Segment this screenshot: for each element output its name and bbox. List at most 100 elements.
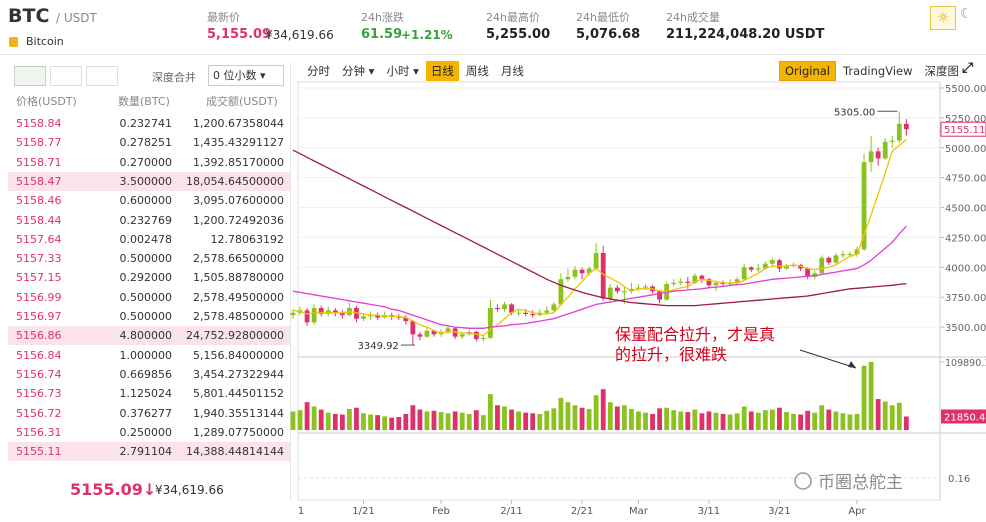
volume-bar (847, 414, 853, 430)
volume-bar (699, 413, 705, 430)
ma-line (292, 225, 907, 329)
volume-bar (410, 405, 416, 430)
interval-button[interactable]: 分钟 ▾ (342, 64, 375, 78)
volume-bar (389, 417, 395, 430)
view-both[interactable] (14, 66, 46, 86)
view-sell[interactable] (86, 66, 118, 86)
order-cell: 1,392.85170000 (193, 155, 284, 169)
candle-body (410, 321, 416, 335)
coin-name: Bitcoin (26, 35, 64, 48)
volume-bar (459, 412, 465, 430)
interval-button[interactable]: 月线 (500, 64, 524, 78)
volume-bar (861, 365, 867, 430)
volume-bar (875, 399, 881, 430)
volume-bar (664, 407, 670, 430)
volume-bar (403, 413, 409, 430)
order-cell: 0.500000 (119, 290, 173, 304)
volume-bar (636, 411, 641, 430)
price-tag-label: 5155.11 (944, 125, 985, 136)
y-tick-label: 4750.00 (945, 174, 986, 185)
order-row: 5158.46 0.600000 3,095.07600000 (8, 191, 290, 210)
volume-bar (368, 414, 373, 430)
order-cell: 1,289.07750000 (193, 425, 284, 439)
quote: / USDT (56, 11, 97, 25)
candle-body (868, 151, 874, 163)
candle-body (495, 307, 500, 310)
volume-bar (375, 415, 380, 430)
order-cell: 5156.84 (16, 348, 62, 362)
y-tick-label: 5500.00 (945, 84, 986, 95)
candle-body (699, 275, 705, 280)
order-cell: 5157.33 (16, 252, 62, 266)
volume-bar (290, 411, 296, 430)
stat-value: 5,155.09 (207, 27, 272, 42)
view-button[interactable]: TradingView (843, 64, 913, 78)
order-cell: 5156.97 (16, 310, 62, 323)
order-cell: 5158.84 (16, 117, 62, 130)
volume-bar (882, 401, 888, 430)
order-row: 5158.71 0.270000 1,392.85170000 (8, 153, 290, 172)
interval-button[interactable]: 分时 (307, 64, 330, 78)
volume-bar (509, 409, 514, 430)
x-tick-label: 1/21 (352, 506, 374, 517)
view-button[interactable]: 深度图 (924, 64, 960, 78)
order-cell: 18,054.64500000 (186, 174, 284, 188)
volume-bar (678, 411, 684, 430)
candle-body (431, 330, 437, 335)
candle-body (629, 288, 634, 292)
volume-bar (812, 412, 818, 430)
order-row: 5155.11 2.791104 14,388.44814144 (8, 442, 290, 462)
view-buy[interactable] (50, 66, 82, 86)
order-cell: 4.800000 (119, 329, 173, 343)
interval-button[interactable]: 日线 (425, 61, 459, 81)
stat-extra: ¥34,619.66 (265, 28, 334, 42)
x-tick-label: 2/11 (500, 506, 522, 517)
candle-body (530, 313, 536, 316)
order-cell: 0.270000 (119, 155, 173, 169)
volume-bar (889, 405, 895, 430)
volume-bar (600, 389, 606, 430)
order-cell: 0.232741 (119, 117, 173, 130)
candle-body (502, 304, 507, 310)
candle-body (565, 276, 571, 280)
interval-button[interactable]: 小时 ▾ (386, 64, 419, 78)
macd-tick-label: 0.16 (948, 474, 970, 485)
candle-body (657, 291, 662, 300)
fullscreen[interactable]: ⤢ (962, 60, 974, 76)
interval-button[interactable]: 周线 (465, 64, 489, 78)
high-label: 5305.00 (834, 107, 875, 118)
order-cell: 1,505.88780000 (193, 271, 284, 285)
volume-bar (396, 417, 402, 430)
precision-select[interactable]: 0 位小数 ▾ (208, 65, 284, 86)
stat-value: 5,076.68 (576, 27, 641, 42)
volume-bar (304, 402, 310, 430)
order-cell: 5156.73 (16, 387, 62, 401)
dark-theme[interactable]: ☾ (960, 6, 973, 22)
candle-body (847, 254, 853, 256)
order-cell: 5155.11 (16, 445, 62, 459)
volume-bar (445, 413, 451, 430)
candle-body (755, 268, 761, 270)
watermark: 币圈总舵主 (818, 473, 903, 493)
candle-body (889, 140, 895, 142)
coin-icon (9, 37, 18, 47)
candle-body (896, 123, 902, 141)
volume-bar (537, 413, 543, 430)
volume-bar (347, 408, 352, 430)
view-button[interactable]: Original (779, 61, 837, 81)
x-tick-label: 3/11 (698, 506, 720, 517)
light-theme[interactable]: ☼ (930, 6, 956, 30)
order-cell: 5158.77 (16, 136, 62, 150)
candle-body (361, 316, 366, 319)
volume-bar (558, 397, 564, 430)
annotation: 的拉升，很难跌 (615, 345, 727, 364)
x-tick-label: Apr (848, 506, 866, 517)
candle-body (424, 330, 430, 337)
volume-bar (438, 412, 444, 430)
candle-body (445, 328, 451, 332)
candle-body (480, 337, 486, 340)
order-cell: 0.600000 (119, 194, 173, 208)
volume-bar (488, 394, 493, 430)
interval-group: 分时 分钟 ▾ 小时 ▾ 日线 周线 月线 (302, 60, 531, 81)
order-row: 5156.73 1.125024 5,801.44501152 (8, 384, 290, 403)
